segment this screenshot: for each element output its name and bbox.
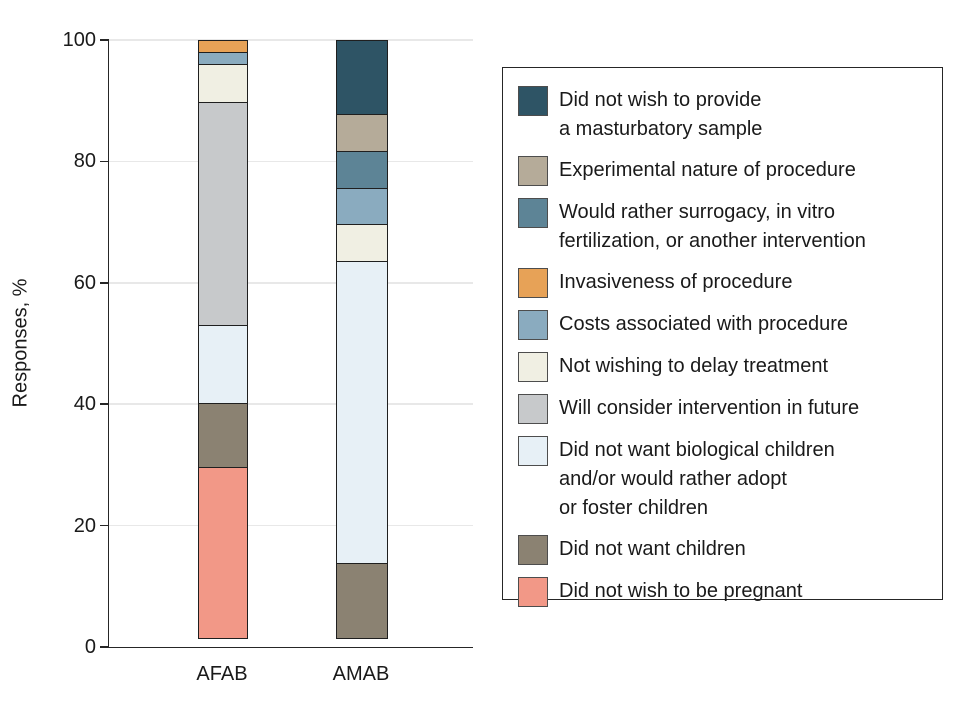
y-tick-label-80: 80 [73, 150, 96, 173]
legend-swatch [518, 268, 548, 298]
legend: Did not wish to provide a masturbatory s… [502, 67, 943, 607]
legend-items: Did not wish to provide a masturbatory s… [518, 86, 930, 607]
legend-item: Not wishing to delay treatment [518, 352, 930, 382]
legend-item: Did not wish to provide a masturbatory s… [518, 86, 930, 144]
bar-segment [198, 467, 248, 639]
legend-swatch [518, 577, 548, 607]
bar-segment [336, 224, 388, 263]
legend-item: Did not want children [518, 535, 930, 565]
bar-segment [198, 101, 248, 327]
y-tick-label-60: 60 [73, 271, 96, 294]
legend-item: Will consider intervention in future [518, 394, 930, 424]
legend-swatch [518, 86, 548, 116]
bar-afab [198, 40, 248, 647]
legend-swatch [518, 436, 548, 466]
legend-label: Invasiveness of procedure [559, 271, 793, 293]
legend-swatch [518, 198, 548, 228]
y-tick-mark-80 [100, 160, 109, 163]
x-category-label-afab: AFAB [196, 663, 248, 685]
legend-swatch [518, 352, 548, 382]
bar-segment [336, 260, 388, 565]
legend-label: Did not wish to be pregnant [559, 580, 803, 602]
legend-swatch [518, 310, 548, 340]
legend-item: Did not want biological children and/or … [518, 436, 930, 523]
y-tick-mark-0 [100, 646, 109, 648]
y-axis-title: Responses, % [9, 278, 32, 408]
bar-segment [336, 40, 388, 116]
gridline-100 [109, 39, 473, 41]
legend-item: Would rather surrogacy, in vitro fertili… [518, 198, 930, 256]
y-tick-mark-100 [100, 39, 109, 41]
y-tick-label-0: 0 [84, 636, 96, 658]
bar-segment [336, 114, 388, 153]
legend-item: Costs associated with procedure [518, 310, 930, 340]
bar-segment [336, 562, 388, 639]
bar-segment [198, 402, 248, 469]
x-category-label-amab: AMAB [332, 663, 390, 685]
legend-label: Would rather surrogacy, in vitro fertili… [559, 201, 866, 252]
y-tick-label-40: 40 [73, 393, 96, 416]
legend-swatch [518, 156, 548, 186]
legend-label: Will consider intervention in future [559, 397, 860, 419]
legend-label: Not wishing to delay treatment [559, 355, 829, 377]
y-tick-mark-20 [100, 524, 109, 527]
legend-label: Did not want children [559, 538, 746, 560]
bar-amab [336, 40, 388, 647]
plot-area [100, 39, 473, 648]
y-tick-label-100: 100 [62, 29, 96, 51]
y-tick-mark-60 [100, 282, 109, 284]
legend-item: Experimental nature of procedure [518, 156, 930, 186]
legend-swatch [518, 394, 548, 424]
legend-swatch [518, 535, 548, 565]
legend-label: Experimental nature of procedure [559, 159, 856, 181]
legend-label: Did not wish to provide a masturbatory s… [559, 89, 763, 140]
y-tick-mark-40 [100, 403, 109, 405]
bar-segment [336, 187, 388, 226]
gridline-20 [109, 524, 473, 527]
legend-label: Did not want biological children and/or … [559, 439, 835, 519]
gridline-60 [109, 282, 473, 284]
gridline-80 [109, 160, 473, 163]
bar-segment [198, 325, 248, 405]
bar-segment [336, 151, 388, 189]
legend-item: Did not wish to be pregnant [518, 577, 930, 607]
bar-segment [198, 63, 248, 104]
legend-label: Costs associated with procedure [559, 313, 849, 335]
legend-item: Invasiveness of procedure [518, 268, 930, 298]
gridline-40 [109, 403, 473, 405]
y-tick-label-20: 20 [73, 514, 96, 537]
